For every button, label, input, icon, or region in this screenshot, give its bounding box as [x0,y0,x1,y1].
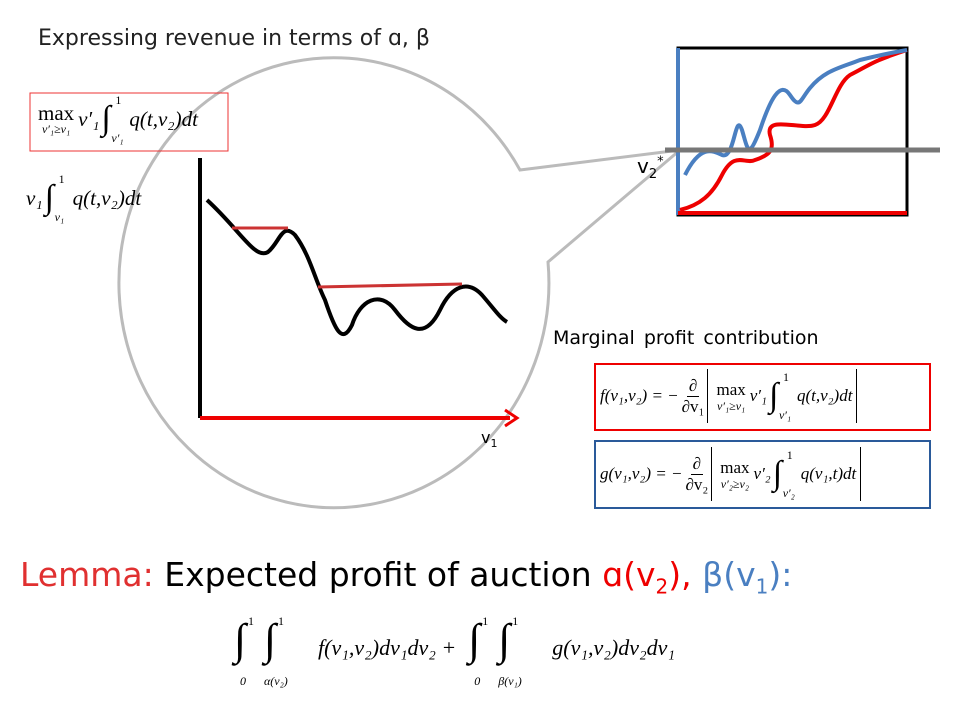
op: max [716,380,746,399]
lemma-text: Expected profit of auction [164,555,592,594]
f-term: f(v₁,v₂)dv₁dv₂ + [318,635,457,660]
integral: ∫ 1 0 [468,614,490,688]
expected-profit: ∫ 1 0 ∫ 1 α(v₂) f(v₁,v₂)dv₁dv₂ + ∫ 1 0 ∫ 1 β(v₁)… [232,614,676,688]
axis-sub: 1 [490,437,498,451]
upper: 1 [58,172,65,186]
formula: v₁ ∫ 1 v₁ q(t,v₂)dt [26,172,142,224]
formula-box [594,363,931,431]
max-op: max v′₂≥v₂ [720,458,749,490]
beta-sub: 1 [755,574,769,599]
formula: max v′₁≥v₁ v′₁ ∫ 1 v′₁ q(t,v₂)dt [34,93,198,145]
marginal-title: Marginal profit contribution [553,327,819,349]
formula-box [29,92,229,152]
lemma: Lemma: Expected profit of auction ɑ(v2),… [20,555,792,599]
upper: 1 [482,614,489,628]
integral: ∫ 1 v₁ [44,172,67,224]
numerator: ∂ [686,375,700,397]
body: v′₂ [753,464,771,483]
bracket: max v′₂≥v₂ v′₂ ∫ 1 v′₂ q(v₁,t)dt [711,447,862,501]
threshold-var: v [637,154,649,178]
beta: β(v [702,555,756,594]
op: max [720,458,750,477]
under: v′₁≥v₁ [717,399,746,413]
integrand: q(t,v₂)dt [129,106,198,131]
lower: v′₁ [111,131,124,145]
int-sign: ∫ [44,179,54,216]
integral: ∫ 1 α(v₂) [264,614,288,688]
lhs: g(v₁,v₂) = − [600,464,683,483]
int-sign: ∫ [468,615,481,664]
flat-segment [317,282,463,289]
denominator: ∂v₁ [681,396,705,416]
body: v′₁ [749,386,767,405]
formula: f(v₁,v₂) = − ∂ ∂v₁ max v′₁≥v₁ v′₁ ∫ 1 v′₁ q(t,v₂)… [600,369,858,423]
alpha-close: ), [668,555,692,594]
integral: ∫ 1 v′₁ [768,370,791,422]
zoom-bubble [117,56,685,510]
upper: 1 [782,370,789,384]
threshold-label: v2* [637,154,664,182]
axis-arrow [504,408,520,428]
formula: g(v₁,v₂) = − ∂ ∂v₂ max v′₂≥v₂ v′₂ ∫ 1 v′₂ q(v₁,t)… [600,447,862,501]
int-sign: ∫ [234,615,247,664]
max-op: max v′₁≥v₁ [716,380,745,412]
revenue-curve [205,198,509,337]
lower: v₁ [54,210,65,224]
integral: ∫ 1 0 [234,614,256,688]
integrand: q(v₁,t)dt [800,464,857,483]
op: max [38,101,75,125]
upper: 1 [115,93,122,107]
lower: α(v₂) [264,674,288,688]
lemma-label: Lemma: [20,555,154,594]
int-sign: ∫ [264,615,277,664]
integral: ∫ 1 v′₂ [772,448,795,500]
numerator: ∂ [690,453,704,475]
integral: ∫ 1 β(v₁) [498,614,521,688]
lemma-alpha: ɑ(v2), [602,555,692,599]
body: v′₁ [78,106,100,131]
upper: 1 [512,614,519,628]
under: v′₂≥v₂ [720,477,750,491]
g-term: g(v₁,v₂)dv₂dv₁ [552,635,676,660]
lower: v′₁ [778,408,792,422]
fraction: ∂ ∂v₁ [682,376,705,417]
axis-label: v1 [481,428,497,450]
lower: 0 [474,674,481,688]
bracket: max v′₁≥v₁ v′₁ ∫ 1 v′₁ q(t,v₂)dt [707,369,858,423]
blue-curve [683,48,908,176]
lower: 0 [240,674,246,688]
upper: 1 [248,614,254,628]
axis-var: v [481,428,491,447]
int-sign: ∫ [768,377,779,414]
lower: v′₂ [782,486,795,500]
integrand: q(t,v₂)dt [72,185,142,210]
beta-close: ): [768,555,793,594]
alpha: ɑ(v [602,555,656,594]
int-sign: ∫ [498,615,511,664]
threshold-sup: * [657,154,664,170]
int-sign: ∫ [772,455,783,492]
lhs: f(v₁,v₂) = − [600,386,679,405]
int-sign: ∫ [101,100,111,137]
red-curve [679,48,908,212]
integrand: q(t,v₂)dt [796,386,853,405]
alpha-sub: 2 [655,574,669,599]
slide-title: Expressing revenue in terms of ɑ, β [38,26,430,51]
integral: ∫ 1 v′₁ [101,93,123,145]
threshold-sub: 2 [648,167,658,182]
upper: 1 [278,614,284,628]
max-op: max v′₁≥v₁ [38,101,75,136]
denominator: ∂v₂ [685,474,709,494]
formula-box [594,440,931,509]
lower: β(v₁) [498,674,522,688]
upper: 1 [786,448,793,462]
fraction: ∂ ∂v₂ [685,454,708,495]
lemma-beta: β(v1): [702,555,793,599]
under: v′₁≥v₁ [41,122,71,136]
body: v₁ [26,185,43,210]
